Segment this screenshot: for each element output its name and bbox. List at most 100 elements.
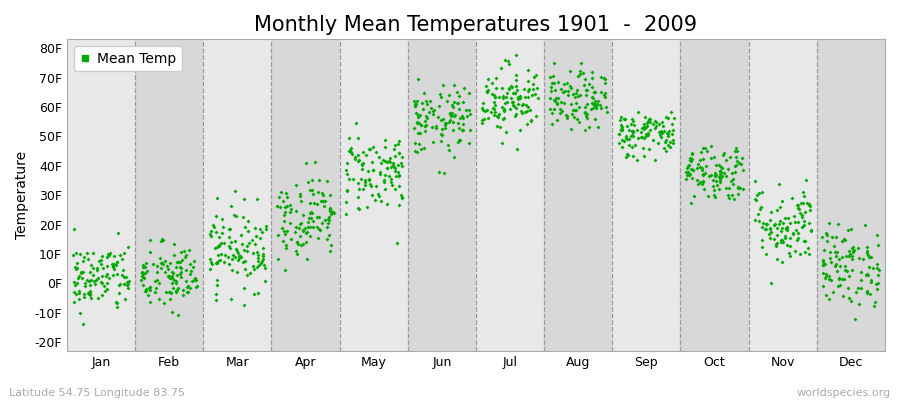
Point xyxy=(71,273,86,279)
Point xyxy=(112,252,127,258)
Point xyxy=(747,196,761,202)
Point xyxy=(312,214,327,220)
Point xyxy=(78,282,93,289)
Point xyxy=(426,108,440,114)
Point xyxy=(822,296,836,302)
Point xyxy=(122,278,136,284)
Point xyxy=(691,160,706,167)
Point xyxy=(755,220,770,226)
Point xyxy=(719,156,733,163)
Point xyxy=(871,242,886,248)
Point xyxy=(225,267,239,273)
Point xyxy=(119,274,133,281)
Point xyxy=(713,170,727,177)
Point xyxy=(230,250,245,256)
Point xyxy=(68,282,82,288)
Point xyxy=(870,260,885,267)
Point xyxy=(245,237,259,243)
Point xyxy=(774,227,788,234)
Point xyxy=(578,127,592,133)
Point xyxy=(87,281,102,288)
Title: Monthly Mean Temperatures 1901  -  2009: Monthly Mean Temperatures 1901 - 2009 xyxy=(255,15,698,35)
Point xyxy=(392,183,407,190)
Point xyxy=(854,269,868,276)
Point xyxy=(238,223,252,230)
Point xyxy=(115,271,130,278)
Point xyxy=(171,259,185,266)
Point xyxy=(505,99,519,106)
Point xyxy=(108,261,122,268)
Point xyxy=(569,100,583,106)
Point xyxy=(818,261,832,267)
Point xyxy=(870,232,885,238)
Point xyxy=(272,193,286,200)
Point xyxy=(392,202,406,209)
Point xyxy=(374,168,388,175)
Point xyxy=(543,95,557,102)
Point xyxy=(851,285,866,292)
Point xyxy=(772,218,787,224)
Point xyxy=(356,186,370,192)
Point xyxy=(136,282,150,288)
Point xyxy=(432,169,446,175)
Y-axis label: Temperature: Temperature xyxy=(15,151,29,239)
Point xyxy=(487,106,501,112)
Point xyxy=(574,60,589,66)
Point xyxy=(480,106,494,113)
Point xyxy=(845,249,859,255)
Point xyxy=(801,245,815,252)
Point xyxy=(696,145,710,151)
Point xyxy=(732,160,746,167)
Point xyxy=(254,260,268,266)
Point xyxy=(270,203,284,209)
Point xyxy=(778,235,792,241)
Point xyxy=(392,172,407,178)
Point xyxy=(179,252,194,258)
Point xyxy=(301,219,315,226)
Point xyxy=(526,81,540,88)
Point xyxy=(714,169,728,175)
Point xyxy=(71,274,86,281)
Point xyxy=(860,252,875,258)
Point xyxy=(165,280,179,286)
Point xyxy=(181,289,195,295)
Point xyxy=(420,115,435,121)
Point xyxy=(342,135,356,142)
Point xyxy=(210,243,224,250)
Point xyxy=(494,140,508,146)
Point xyxy=(380,165,394,172)
Point xyxy=(480,88,494,94)
Point xyxy=(296,227,310,234)
Point xyxy=(485,104,500,111)
Point xyxy=(203,231,218,237)
Point xyxy=(361,168,375,174)
Point xyxy=(690,177,705,184)
Point xyxy=(527,91,542,97)
Point xyxy=(626,128,641,134)
Point xyxy=(838,266,852,273)
Point xyxy=(754,224,769,230)
Point xyxy=(166,251,181,258)
Point xyxy=(323,208,338,215)
Point xyxy=(612,131,626,137)
Point xyxy=(175,248,189,255)
Point xyxy=(423,98,437,104)
Point xyxy=(563,85,578,92)
Point xyxy=(803,206,817,213)
Point xyxy=(570,87,584,94)
Point xyxy=(696,178,710,184)
Point xyxy=(546,60,561,67)
Point xyxy=(593,102,608,108)
Point xyxy=(697,155,711,162)
Point xyxy=(77,280,92,286)
Point xyxy=(325,209,339,215)
Point xyxy=(826,288,841,295)
Bar xyxy=(476,39,544,351)
Point xyxy=(780,214,795,221)
Point xyxy=(216,224,230,230)
Point xyxy=(382,158,396,164)
Point xyxy=(580,114,594,121)
Point xyxy=(68,291,83,298)
Point xyxy=(250,258,265,264)
Point xyxy=(351,134,365,141)
